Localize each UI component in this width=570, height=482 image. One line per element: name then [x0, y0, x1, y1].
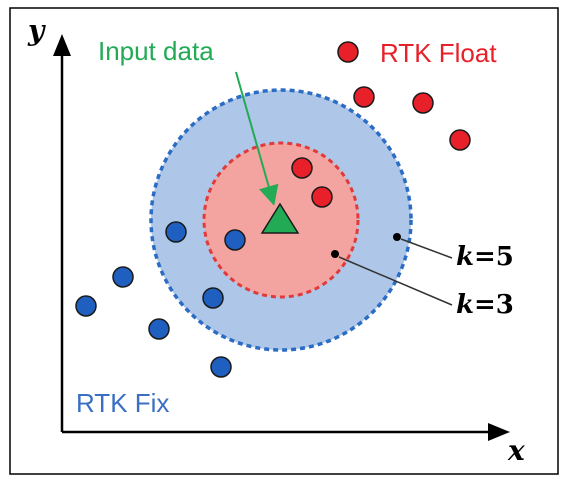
float-point: [291, 157, 313, 179]
float-point: [311, 186, 333, 208]
rtk-fix-points: [75, 221, 246, 378]
fix-point: [224, 229, 246, 251]
input-data-arrow: [235, 71, 279, 206]
k5-radius-marker: [393, 233, 401, 241]
k3-label: k=3: [456, 290, 514, 320]
float-point: [353, 86, 375, 108]
float-point: [412, 92, 434, 114]
fix-point: [112, 266, 134, 288]
float-point: [449, 129, 471, 151]
k5-leader-line: [400, 238, 453, 259]
float-point: [337, 41, 359, 63]
y-axis-arrowhead: [53, 34, 71, 56]
x-axis-label: x: [507, 434, 525, 467]
k5-label: k=5: [456, 242, 514, 272]
rtk-fix-label: RTK Fix: [76, 388, 169, 418]
input-data-point: [260, 202, 300, 234]
fix-point: [165, 221, 187, 243]
input-data-label: Input data: [98, 36, 214, 66]
fix-point: [148, 318, 170, 340]
y-axis-label: y: [27, 14, 46, 47]
rtk-float-points: [291, 41, 471, 208]
k3-radius-marker: [331, 250, 339, 258]
k3-leader-line: [338, 256, 453, 306]
fix-point: [202, 287, 224, 309]
fix-point: [210, 356, 232, 378]
fix-point: [75, 295, 97, 317]
x-axis-arrowhead: [488, 423, 510, 441]
rtk-float-label: RTK Float: [380, 38, 497, 68]
